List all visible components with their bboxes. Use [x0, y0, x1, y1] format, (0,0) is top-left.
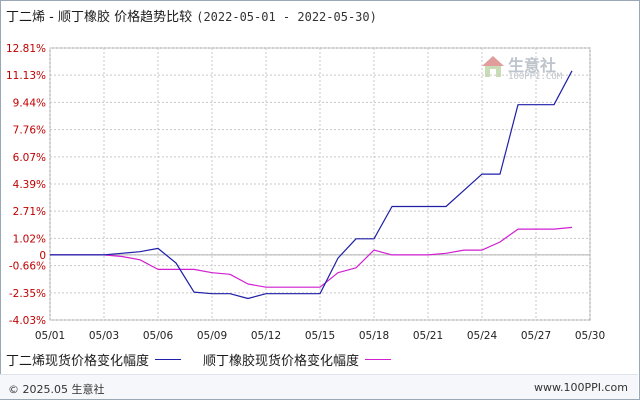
chart-title: 丁二烯 - 顺丁橡胶 价格趋势比较 (2022-05-01 - 2022-05-…: [6, 6, 377, 25]
y-tick-label: 1.02%: [13, 233, 46, 245]
x-tick-label: 05/15: [305, 330, 335, 342]
y-tick-label: 7.76%: [13, 125, 46, 137]
x-tick-label: 05/06: [143, 330, 174, 342]
x-tick-label: 05/12: [251, 330, 281, 342]
legend-swatch-series1: [155, 359, 182, 360]
legend-label-series1: 丁二烯现货价格变化幅度: [6, 354, 150, 369]
y-tick-label: 9.44%: [13, 97, 46, 109]
y-tick-label: 0: [39, 250, 46, 262]
chart-title-date-range: (2022-05-01 - 2022-05-30): [196, 10, 377, 24]
watermark: 生意社 100PPI.COM: [480, 50, 590, 90]
site-url-link[interactable]: www.100PPI.com: [534, 381, 628, 394]
house-logo-icon: [482, 56, 504, 77]
series-line-1: [50, 70, 573, 300]
y-tick-label: -2.35%: [9, 288, 46, 300]
x-tick-label: 05/03: [89, 330, 119, 342]
x-tick-label: 05/18: [359, 330, 389, 342]
y-tick-label: 12.81%: [6, 43, 46, 55]
watermark-url: 100PPI.COM: [508, 72, 563, 82]
y-tick-label: 4.39%: [13, 179, 46, 191]
legend-swatch-series2: [365, 359, 392, 360]
y-tick-label: 11.13%: [6, 70, 46, 82]
x-tick-label: 05/09: [197, 330, 227, 342]
legend-label-series2: 顺丁橡胶现货价格变化幅度: [203, 354, 360, 369]
footer: © 2025.05 生意社 www.100PPI.com: [0, 374, 638, 399]
x-tick-label: 05/01: [35, 330, 65, 342]
legend: 丁二烯现货价格变化幅度 顺丁橡胶现货价格变化幅度: [6, 350, 413, 369]
x-tick-label: 05/30: [575, 330, 605, 342]
x-tick-label: 05/27: [521, 330, 551, 342]
legend-item-series1: 丁二烯现货价格变化幅度: [6, 350, 189, 369]
y-tick-label: -4.03%: [9, 315, 46, 327]
y-tick-label: 2.71%: [13, 206, 46, 218]
copyright-text: © 2025.05 生意社: [8, 383, 105, 396]
x-tick-label: 05/21: [413, 330, 443, 342]
chart-title-main: 丁二烯 - 顺丁橡胶 价格趋势比较: [6, 10, 193, 25]
watermark-name: 生意社: [508, 56, 557, 75]
series-line-2: [50, 226, 573, 288]
x-tick-label: 05/24: [467, 330, 498, 342]
legend-item-series2: 顺丁橡胶现货价格变化幅度: [203, 350, 399, 369]
y-tick-label: -0.66%: [9, 261, 46, 273]
y-tick-label: 6.07%: [13, 152, 46, 164]
